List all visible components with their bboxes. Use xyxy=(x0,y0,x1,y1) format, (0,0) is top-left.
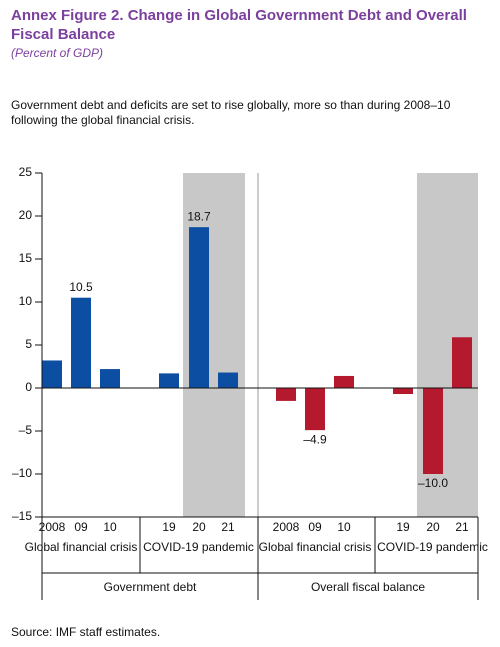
group-label: COVID-19 pandemic xyxy=(143,540,254,554)
x-tick-label: 2008 xyxy=(273,520,300,534)
group-label: Global financial crisis xyxy=(24,540,138,554)
y-tick-label: –5 xyxy=(19,423,33,437)
bar xyxy=(42,360,62,388)
chart-subtitle: (Percent of GDP) xyxy=(11,46,104,60)
bar xyxy=(159,373,179,388)
y-tick-label: 5 xyxy=(25,337,32,351)
description: Government debt and deficits are set to … xyxy=(11,98,451,127)
group-label: COVID-19 pandemic xyxy=(377,540,488,554)
value-label: 10.5 xyxy=(69,280,93,294)
bar xyxy=(305,388,325,431)
x-tick-label: 10 xyxy=(103,520,117,534)
x-tick-label: 19 xyxy=(162,520,176,534)
bar xyxy=(189,227,209,388)
x-tick-label: 21 xyxy=(455,520,469,534)
y-tick-label: 20 xyxy=(19,208,33,222)
x-tick-label: 09 xyxy=(74,520,88,534)
x-tick-label: 19 xyxy=(396,520,410,534)
bar xyxy=(218,372,238,388)
y-tick-label: 15 xyxy=(19,251,33,265)
value-label: –10.0 xyxy=(418,476,448,490)
y-tick-label: 0 xyxy=(25,380,32,394)
group-label: Global financial crisis xyxy=(258,540,372,554)
bar xyxy=(100,369,120,388)
value-label: 18.7 xyxy=(187,209,211,223)
y-tick-label: –10 xyxy=(12,466,32,480)
panel-label: Overall fiscal balance xyxy=(310,580,426,594)
bar xyxy=(276,388,296,401)
chart-title: Annex Figure 2. Change in Global Governm… xyxy=(11,7,467,43)
bar xyxy=(71,297,91,388)
bar xyxy=(423,388,443,474)
y-tick-label: 10 xyxy=(19,294,33,308)
bar xyxy=(393,388,413,395)
y-tick-label: 25 xyxy=(19,165,33,179)
bar xyxy=(334,375,354,388)
y-tick-label: –15 xyxy=(12,509,32,523)
x-tick-label: 09 xyxy=(308,520,322,534)
x-tick-label: 20 xyxy=(192,520,206,534)
x-tick-label: 20 xyxy=(426,520,440,534)
panel-label: Government debt xyxy=(103,580,197,594)
x-tick-label: 10 xyxy=(337,520,351,534)
value-label: –4.9 xyxy=(303,432,327,446)
bar xyxy=(452,337,472,388)
x-tick-label: 2008 xyxy=(39,520,66,534)
source: Source: IMF staff estimates. xyxy=(11,625,161,639)
x-tick-label: 21 xyxy=(221,520,235,534)
